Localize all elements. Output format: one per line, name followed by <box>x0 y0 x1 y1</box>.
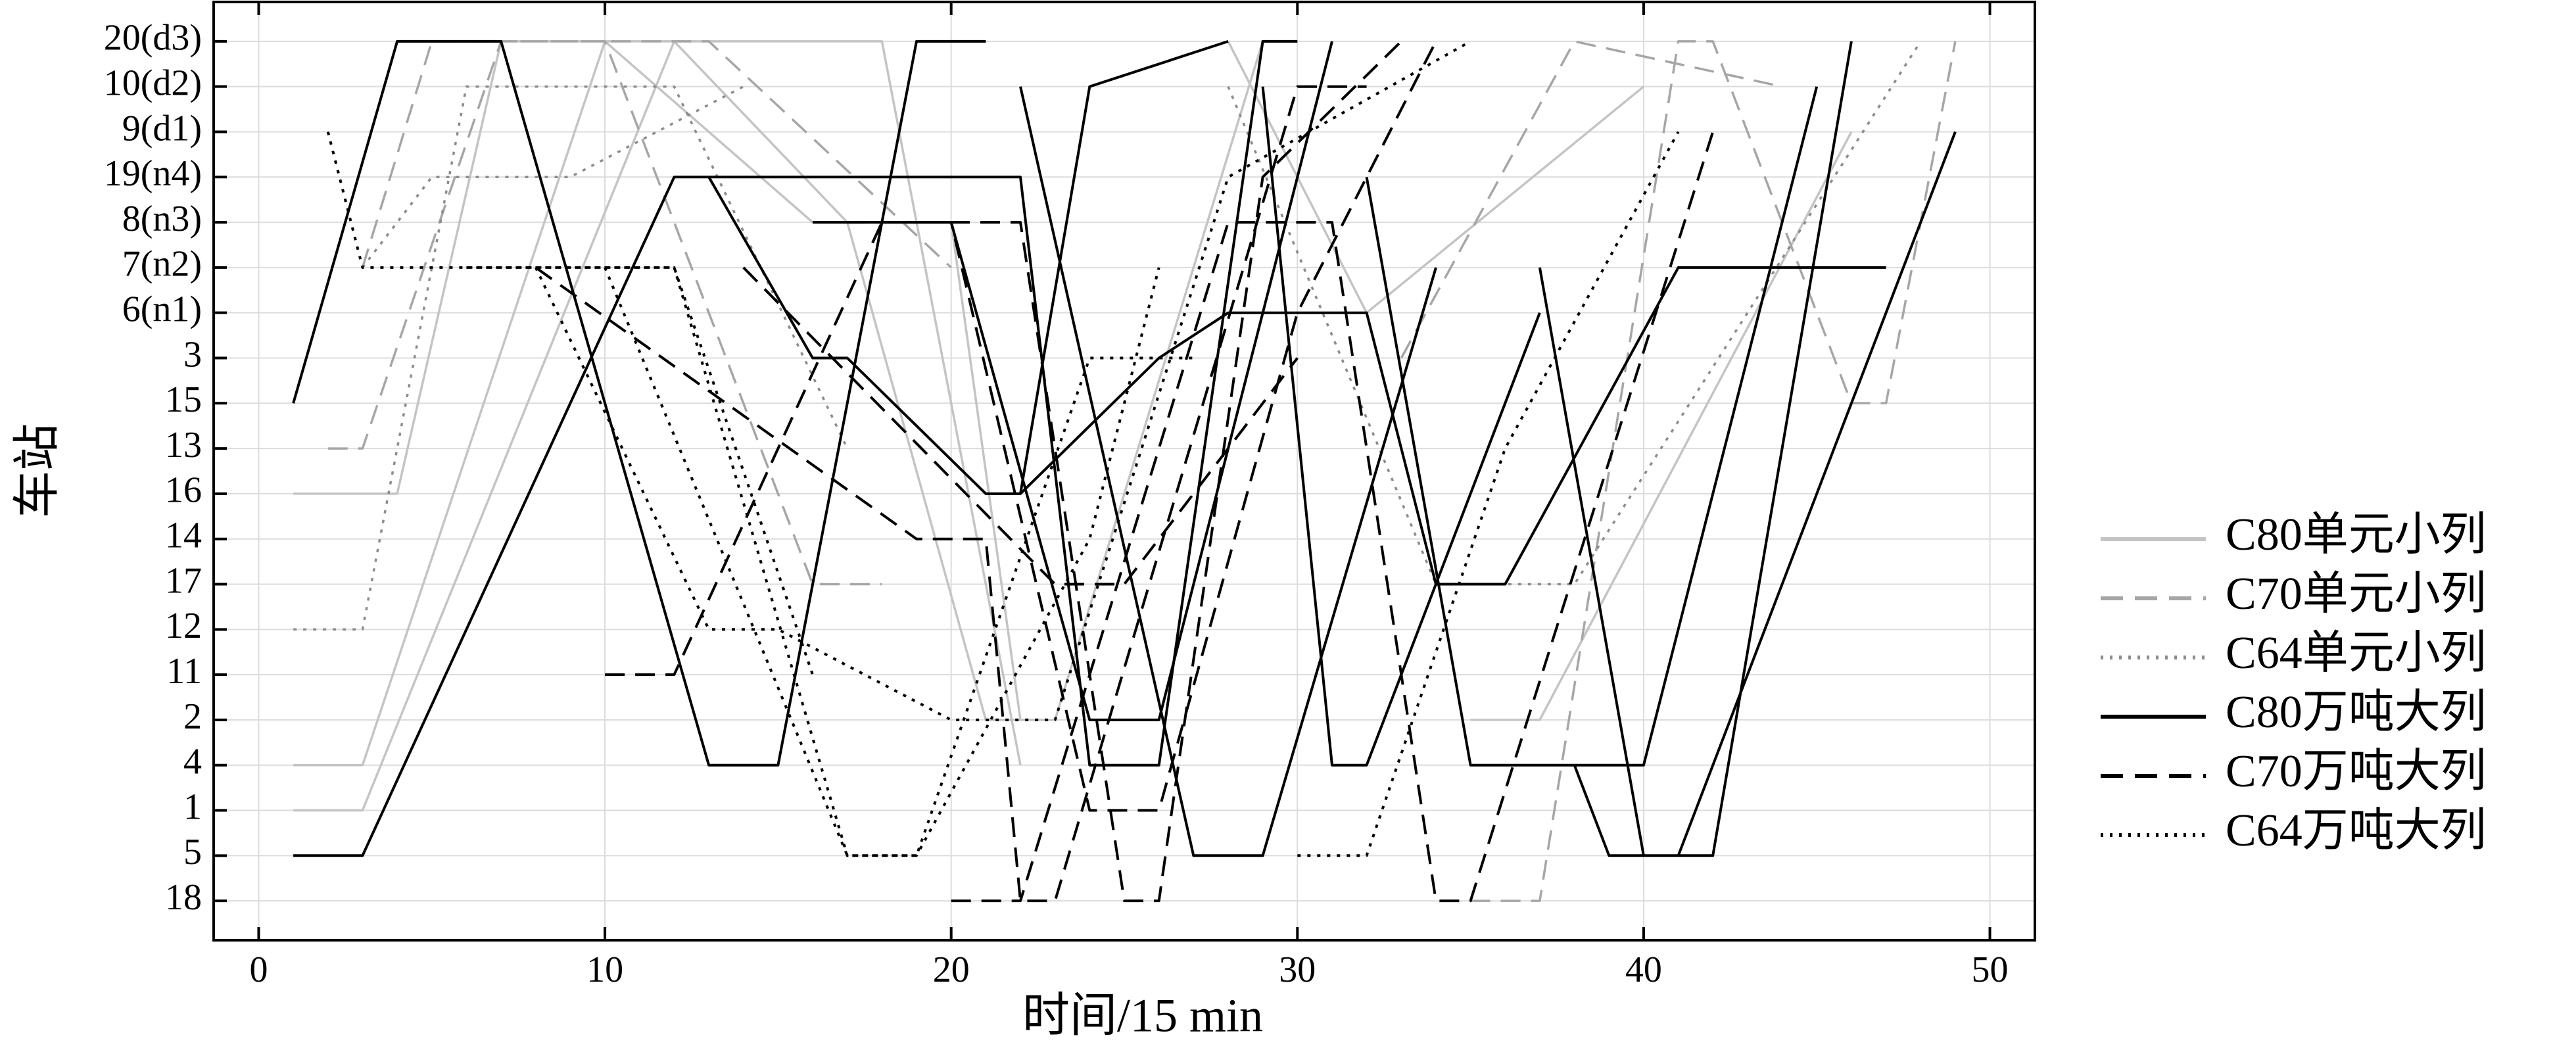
plot-frame <box>212 1 2036 942</box>
plot-lines <box>292 39 1957 903</box>
y-tick-label: 12 <box>165 606 202 646</box>
legend-label: C80单元小列 <box>2226 510 2487 560</box>
y-tick-label: 18 <box>165 877 202 918</box>
y-tick-label: 3 <box>183 334 202 375</box>
y-tick-label: 2 <box>183 696 202 737</box>
y-tick-label: 4 <box>183 742 202 782</box>
series-line <box>535 40 1715 903</box>
y-tick-label: 14 <box>165 515 202 556</box>
y-axis-title: 车站 <box>11 423 64 518</box>
y-tick-label: 1 <box>183 786 202 827</box>
y-tick-label: 19(n4) <box>104 153 202 194</box>
y-tick-label: 11 <box>166 651 202 692</box>
legend-label: C64单元小列 <box>2226 628 2487 679</box>
y-tick-label: 5 <box>183 832 202 873</box>
legend-label: C70万吨大列 <box>2226 746 2487 797</box>
x-tick-label: 10 <box>586 949 623 990</box>
y-tick-label: 20(d3) <box>104 18 202 59</box>
legend-label: C80万吨大列 <box>2226 687 2487 738</box>
legend: C80单元小列 C70单元小列 C64单元小列 C80万吨大列 C70万吨大列 C64万吨… <box>2101 510 2487 856</box>
x-tick-label: 20 <box>933 949 970 990</box>
legend-label: C64万吨大列 <box>2226 805 2487 856</box>
series-line <box>326 40 1680 857</box>
y-tick-label: 16 <box>165 470 202 511</box>
y-tick-label: 13 <box>165 425 202 466</box>
y-tick-label: 8(n3) <box>122 199 202 239</box>
x-tick-label: 40 <box>1625 949 1662 990</box>
y-tick-label: 9(d1) <box>122 108 202 149</box>
legend-label: C70单元小列 <box>2226 569 2487 619</box>
y-tick-label: 6(n1) <box>122 289 202 330</box>
series-line <box>293 40 1922 631</box>
axes: 0 10 20 30 40 50 20(d3)10(d2)9(d1)19(n4) 8(n3) 7… <box>104 2 2009 990</box>
series-line <box>292 39 1957 857</box>
y-tick-label: 10(d2) <box>104 63 202 104</box>
x-axis-title: 时间/15 min <box>1022 990 1263 1042</box>
x-tick-label: 30 <box>1279 949 1316 990</box>
y-tick-label: 15 <box>165 379 202 420</box>
x-tick-label: 0 <box>249 949 268 990</box>
y-tick-label: 17 <box>165 560 202 601</box>
y-tick-label: 7(n2) <box>122 244 202 285</box>
x-tick-label: 50 <box>1972 949 2009 990</box>
